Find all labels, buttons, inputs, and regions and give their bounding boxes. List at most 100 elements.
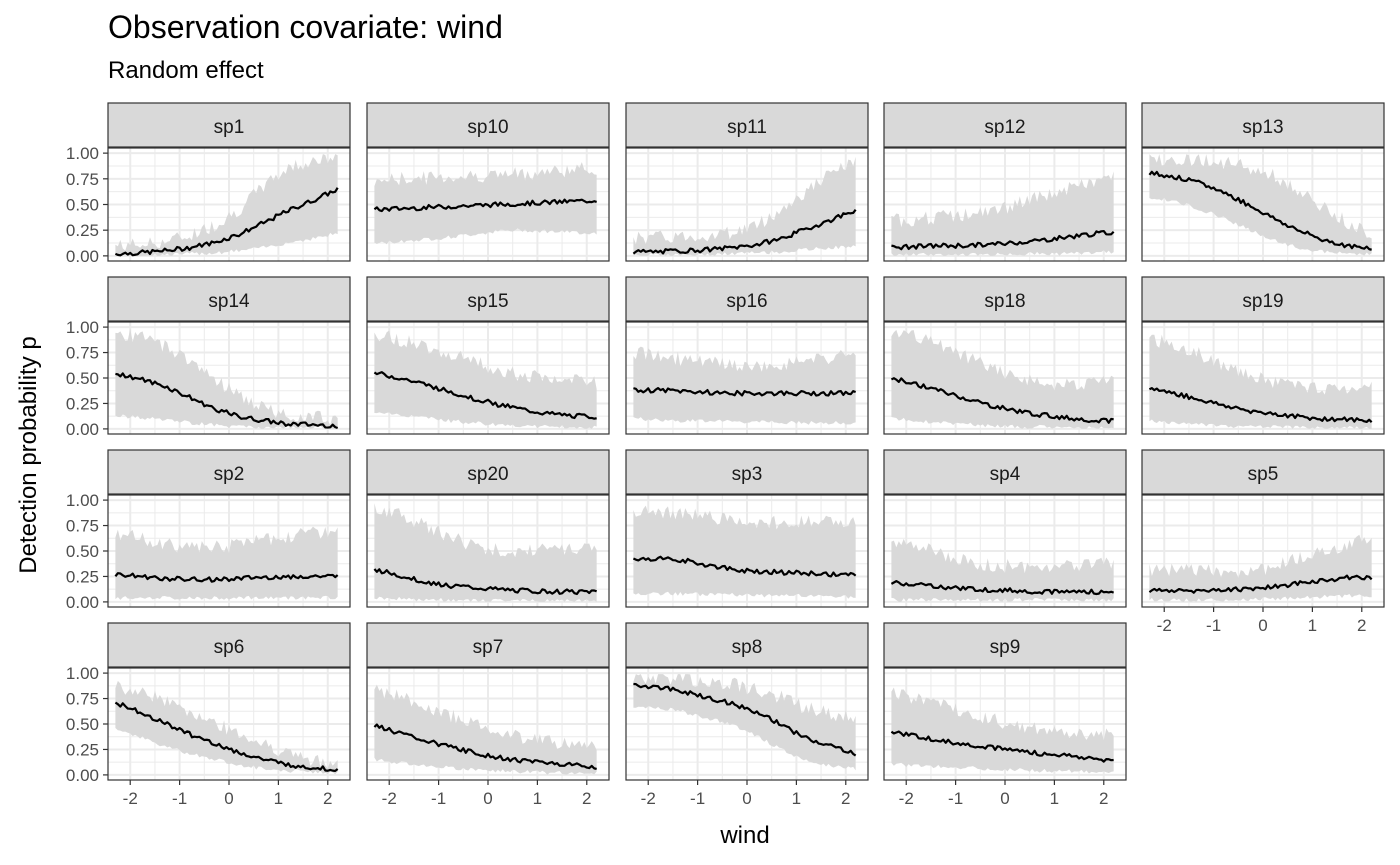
- facet-panel-sp9: sp9 -2 -1 0 1 2: [883, 622, 1127, 808]
- panel-border: [625, 494, 869, 608]
- y-tick-label: 0.75: [66, 517, 99, 536]
- credible-interval-ribbon: [1149, 534, 1372, 602]
- credible-interval-ribbon: [115, 328, 338, 429]
- facet-strip: [366, 449, 610, 495]
- facet-label: sp10: [467, 117, 508, 138]
- panel-border: [883, 494, 1127, 608]
- y-tick-label: 0.75: [66, 344, 99, 363]
- mean-line: [373, 723, 597, 770]
- facet-strip: [366, 102, 610, 148]
- y-tick-label: 0.00: [66, 247, 99, 266]
- facet-strip: [625, 622, 869, 668]
- x-tick-label: -2: [123, 789, 138, 808]
- x-tick-label: -1: [690, 789, 705, 808]
- panel-border: [883, 321, 1127, 435]
- facet-strip: [1141, 449, 1385, 495]
- facet-strip: [107, 102, 351, 148]
- y-tick-label: 0.25: [66, 740, 99, 759]
- facet-panel-sp18: sp18: [883, 276, 1127, 435]
- facet-label: sp4: [990, 464, 1021, 485]
- y-tick-label: 0.00: [66, 593, 99, 612]
- mean-line: [114, 187, 339, 257]
- facet-label: sp15: [467, 291, 508, 312]
- facet-panel-sp11: sp11: [625, 102, 869, 262]
- facet-label: sp1: [214, 117, 245, 138]
- facet-label: sp19: [1242, 291, 1283, 312]
- facet-strip: [1141, 276, 1385, 322]
- x-tick-label: 0: [1000, 789, 1009, 808]
- y-tick-label: 1.00: [66, 664, 99, 683]
- credible-interval-ribbon: [633, 674, 856, 771]
- facet-label: sp6: [214, 637, 245, 658]
- mean-line: [891, 229, 1115, 251]
- x-tick-label: -1: [172, 789, 187, 808]
- facet-panel-sp13: sp13: [1141, 102, 1385, 262]
- facet-panel-sp2: sp2 0.00 0.25 0.50 0.75 1.00: [66, 449, 351, 612]
- panel-border: [1141, 147, 1385, 262]
- y-tick-label: 0.00: [66, 766, 99, 785]
- facet-panel-sp15: sp15: [366, 276, 610, 435]
- facet-label: sp8: [732, 637, 763, 658]
- x-tick-label: -1: [431, 789, 446, 808]
- x-tick-label: 0: [742, 789, 751, 808]
- x-tick-label: 1: [533, 789, 542, 808]
- facet-strip: [366, 276, 610, 322]
- facet-panel-sp4: sp4: [883, 449, 1127, 608]
- credible-interval-ribbon: [115, 526, 338, 600]
- x-tick-label: 2: [323, 789, 332, 808]
- mean-line: [373, 568, 598, 596]
- x-axis: -2 -1 0 1 2: [1157, 607, 1367, 635]
- chart-subtitle: Random effect: [108, 57, 264, 84]
- x-tick-label: 0: [224, 789, 233, 808]
- chart-title: Observation covariate: wind: [108, 9, 503, 45]
- credible-interval-ribbon: [633, 156, 856, 256]
- facet-label: sp13: [1242, 117, 1283, 138]
- facet-panel-sp10: sp10: [366, 102, 610, 262]
- credible-interval-ribbon: [374, 503, 597, 602]
- panel-border: [366, 494, 610, 608]
- panel-border: [625, 147, 869, 262]
- credible-interval-ribbon: [115, 680, 338, 775]
- x-tick-label: 2: [1357, 616, 1366, 635]
- mean-line: [114, 701, 339, 773]
- x-tick-label: -2: [382, 789, 397, 808]
- x-axis: -2 -1 0 1 2: [123, 780, 333, 808]
- x-axis-title: wind: [719, 822, 769, 849]
- x-tick-label: 2: [841, 789, 850, 808]
- credible-interval-ribbon: [374, 684, 597, 775]
- facet-label: sp18: [984, 291, 1025, 312]
- credible-interval-ribbon: [1149, 334, 1372, 429]
- facet-panels: sp1 0.00 0.25 0.50 0.75 1.00 sp10 sp11 sp12 sp13 s…: [66, 102, 1385, 808]
- facet-strip: [625, 102, 869, 148]
- facet-strip: [625, 449, 869, 495]
- facet-label: sp9: [990, 637, 1021, 658]
- mean-line: [1148, 387, 1373, 423]
- x-tick-label: -1: [948, 789, 963, 808]
- y-axis: 0.00 0.25 0.50 0.75 1.00: [66, 664, 108, 785]
- y-tick-label: 1.00: [66, 318, 99, 337]
- facet-panel-sp20: sp20: [366, 449, 610, 608]
- y-tick-label: 1.00: [66, 144, 99, 163]
- x-axis: -2 -1 0 1 2: [899, 780, 1109, 808]
- x-tick-label: 1: [1308, 616, 1317, 635]
- facet-panel-sp1: sp1 0.00 0.25 0.50 0.75 1.00: [66, 102, 351, 266]
- mean-line: [1148, 170, 1372, 251]
- x-axis: -2 -1 0 1 2: [382, 780, 592, 808]
- panel-border: [366, 321, 610, 435]
- mean-line: [114, 572, 339, 583]
- facet-strip: [883, 276, 1127, 322]
- x-tick-label: -2: [1157, 616, 1172, 635]
- facet-strip: [366, 622, 610, 668]
- facet-label: sp2: [214, 464, 245, 485]
- y-tick-label: 0.00: [66, 420, 99, 439]
- credible-interval-ribbon: [1149, 154, 1372, 256]
- facet-label: sp20: [467, 464, 508, 485]
- panel-border: [1141, 321, 1385, 435]
- facet-label: sp3: [732, 464, 763, 485]
- x-tick-label: -2: [899, 789, 914, 808]
- mean-line: [633, 682, 857, 757]
- facet-label: sp11: [727, 117, 767, 138]
- facet-panel-sp3: sp3: [625, 449, 869, 608]
- mean-line: [633, 387, 856, 397]
- mean-line: [890, 580, 1115, 596]
